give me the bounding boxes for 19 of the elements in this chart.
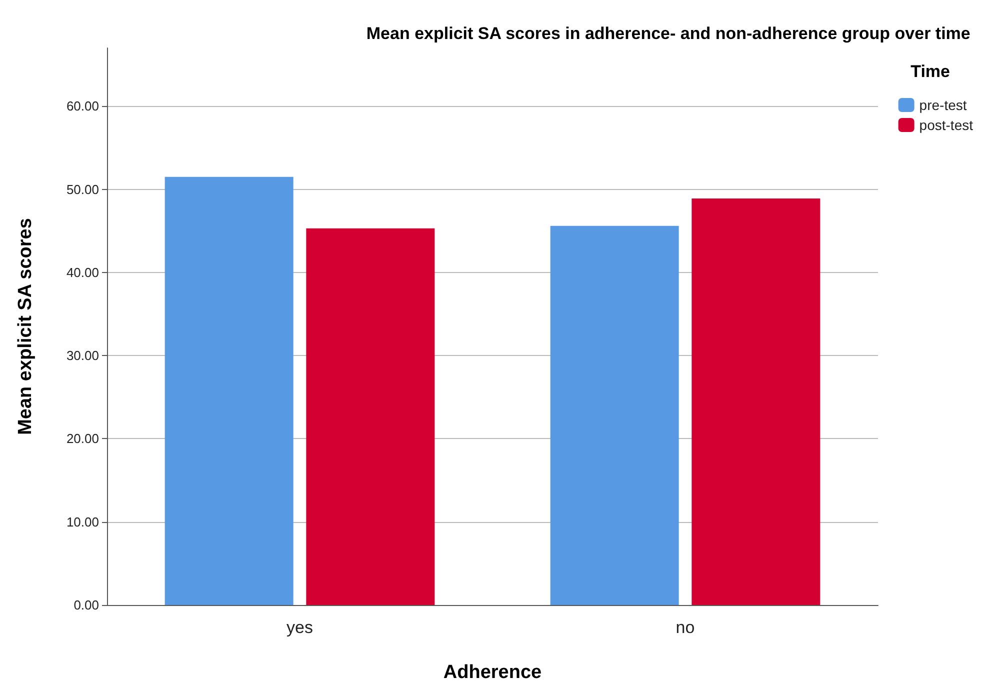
y-tick-label: 60.00 bbox=[66, 98, 99, 114]
y-tick-label: 50.00 bbox=[66, 182, 99, 197]
y-axis-title: Mean explicit SA scores bbox=[15, 218, 36, 435]
legend-label: post-test bbox=[919, 117, 974, 133]
bar bbox=[550, 226, 679, 605]
y-tick-label: 40.00 bbox=[66, 264, 99, 280]
x-tick-label: no bbox=[676, 618, 695, 637]
legend-label: pre-test bbox=[919, 97, 967, 113]
y-tick-label: 30.00 bbox=[66, 348, 99, 364]
y-tick-label: 0.00 bbox=[74, 598, 99, 612]
legend-title: Time bbox=[910, 62, 950, 81]
y-tick-label: 20.00 bbox=[66, 431, 99, 446]
bar bbox=[692, 198, 820, 605]
x-tick-label: yes bbox=[286, 618, 313, 637]
bar bbox=[164, 176, 294, 605]
chart-title: Mean explicit SA scores in adherence- and non-adherence group over time bbox=[366, 24, 970, 43]
bar bbox=[306, 228, 435, 605]
y-tick-label: 10.00 bbox=[66, 514, 99, 530]
x-axis-title: Adherence bbox=[443, 662, 542, 683]
